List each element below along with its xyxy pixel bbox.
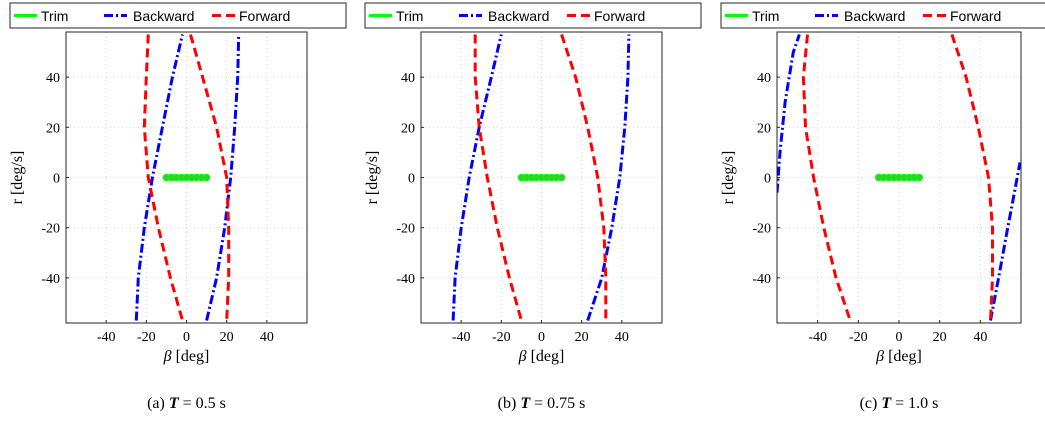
y-tick-label: 20 — [757, 121, 771, 136]
caption-value: = 0.75 s — [530, 395, 585, 412]
x-tick-label: 0 — [896, 330, 903, 345]
y-tick-label: 0 — [408, 172, 415, 187]
legend-label-trim: Trim — [41, 8, 68, 24]
x-axis-label-symbol: β — [163, 348, 172, 365]
figure-caption: (a) T = 0.5 s — [147, 395, 226, 412]
series-forward-curve — [189, 34, 231, 321]
series-forward-curve — [142, 34, 184, 321]
x-tick-label: -40 — [97, 330, 116, 345]
legend-label-backward: Backward — [844, 8, 905, 24]
x-axis-label: β [deg] — [518, 348, 565, 365]
x-axis-label-symbol: β — [518, 348, 527, 365]
x-tick-label: 40 — [615, 330, 629, 345]
caption-value: = 1.0 s — [891, 395, 938, 412]
y-axis-label: r [deg/s] — [9, 151, 26, 205]
series-group — [777, 34, 1021, 321]
legend-label-backward: Backward — [133, 8, 194, 24]
series-forward-curve — [473, 34, 523, 321]
chart-panel-c: -40 -20 0 20 40 -40 -20 0 20 40 β [deg] r [deg/s] Tr… — [720, 2, 1045, 412]
series-forward-curve — [950, 34, 994, 321]
x-axis-label-symbol: β — [875, 348, 884, 365]
figure-caption: (c) T = 1.0 s — [860, 395, 939, 412]
legend-box — [720, 2, 1045, 29]
x-axis-label-unit: [deg] — [172, 348, 210, 365]
caption-prefix: (b) — [498, 395, 521, 412]
trim-point — [202, 173, 211, 182]
y-axis-label: r [deg/s] — [364, 151, 381, 205]
y-tick-label: 20 — [46, 121, 60, 136]
caption-value: = 0.5 s — [179, 395, 226, 412]
x-tick-label: 40 — [260, 330, 274, 345]
y-tick-label: 0 — [53, 172, 60, 187]
caption-variable: T — [520, 395, 531, 412]
chart-panel-b: -40 -20 0 20 40 -40 -20 0 20 40 β [deg] r [deg/s] Tr… — [364, 2, 702, 412]
x-tick-label: 0 — [538, 330, 545, 345]
x-tick-label: -40 — [808, 330, 827, 345]
legend-label-forward: Forward — [594, 8, 645, 24]
x-axis-label-unit: [deg] — [884, 348, 922, 365]
x-axis-label: β [deg] — [163, 348, 210, 365]
y-axis-label: r [deg/s] — [720, 151, 737, 205]
y-tick-label: 40 — [401, 71, 415, 86]
legend-label-forward: Forward — [239, 8, 290, 24]
legend-label-trim: Trim — [396, 8, 423, 24]
y-tick-label: -20 — [41, 222, 60, 237]
x-tick-label: 20 — [575, 330, 589, 345]
y-tick-label: -40 — [752, 272, 771, 287]
series-forward-curve — [801, 34, 852, 321]
trim-point — [915, 173, 924, 182]
caption-variable: T — [881, 395, 892, 412]
x-tick-label: -40 — [452, 330, 471, 345]
x-tick-label: -20 — [492, 330, 511, 345]
x-tick-label: 0 — [183, 330, 190, 345]
figure-caption: (b) T = 0.75 s — [498, 395, 586, 412]
y-tick-label: -40 — [396, 272, 415, 287]
legend-box — [364, 2, 702, 29]
y-tick-label: 0 — [764, 172, 771, 187]
chart-panel-a: -40 -20 0 20 40 -40 -20 0 20 40 β [deg] r [deg/s] Tr… — [9, 2, 347, 412]
y-tick-label: 40 — [46, 71, 60, 86]
x-tick-label: -20 — [137, 330, 156, 345]
x-tick-label: 40 — [973, 330, 987, 345]
legend-label-forward: Forward — [950, 8, 1001, 24]
y-tick-label: -20 — [752, 222, 771, 237]
series-group — [451, 34, 631, 321]
x-axis-label: β [deg] — [875, 348, 922, 365]
legend-box — [9, 2, 347, 29]
caption-prefix: (c) — [860, 395, 882, 412]
series-backward-curve — [134, 34, 184, 321]
x-tick-label: 20 — [933, 330, 947, 345]
y-tick-label: 20 — [401, 121, 415, 136]
y-tick-label: 40 — [757, 71, 771, 86]
x-tick-label: -20 — [849, 330, 868, 345]
legend-label-backward: Backward — [488, 8, 549, 24]
trim-point — [557, 173, 566, 182]
y-tick-label: -40 — [41, 272, 60, 287]
series-backward-curve — [205, 34, 241, 321]
legend-label-trim: Trim — [752, 8, 779, 24]
caption-variable: T — [169, 395, 180, 412]
series-group — [134, 34, 241, 321]
series-backward-curve — [777, 34, 801, 193]
series-backward-curve — [451, 34, 503, 321]
caption-prefix: (a) — [147, 395, 169, 412]
x-tick-label: 20 — [220, 330, 234, 345]
series-backward-curve — [989, 162, 1021, 321]
x-axis-label-unit: [deg] — [527, 348, 565, 365]
y-tick-label: -20 — [396, 222, 415, 237]
series-forward-curve — [560, 34, 608, 321]
